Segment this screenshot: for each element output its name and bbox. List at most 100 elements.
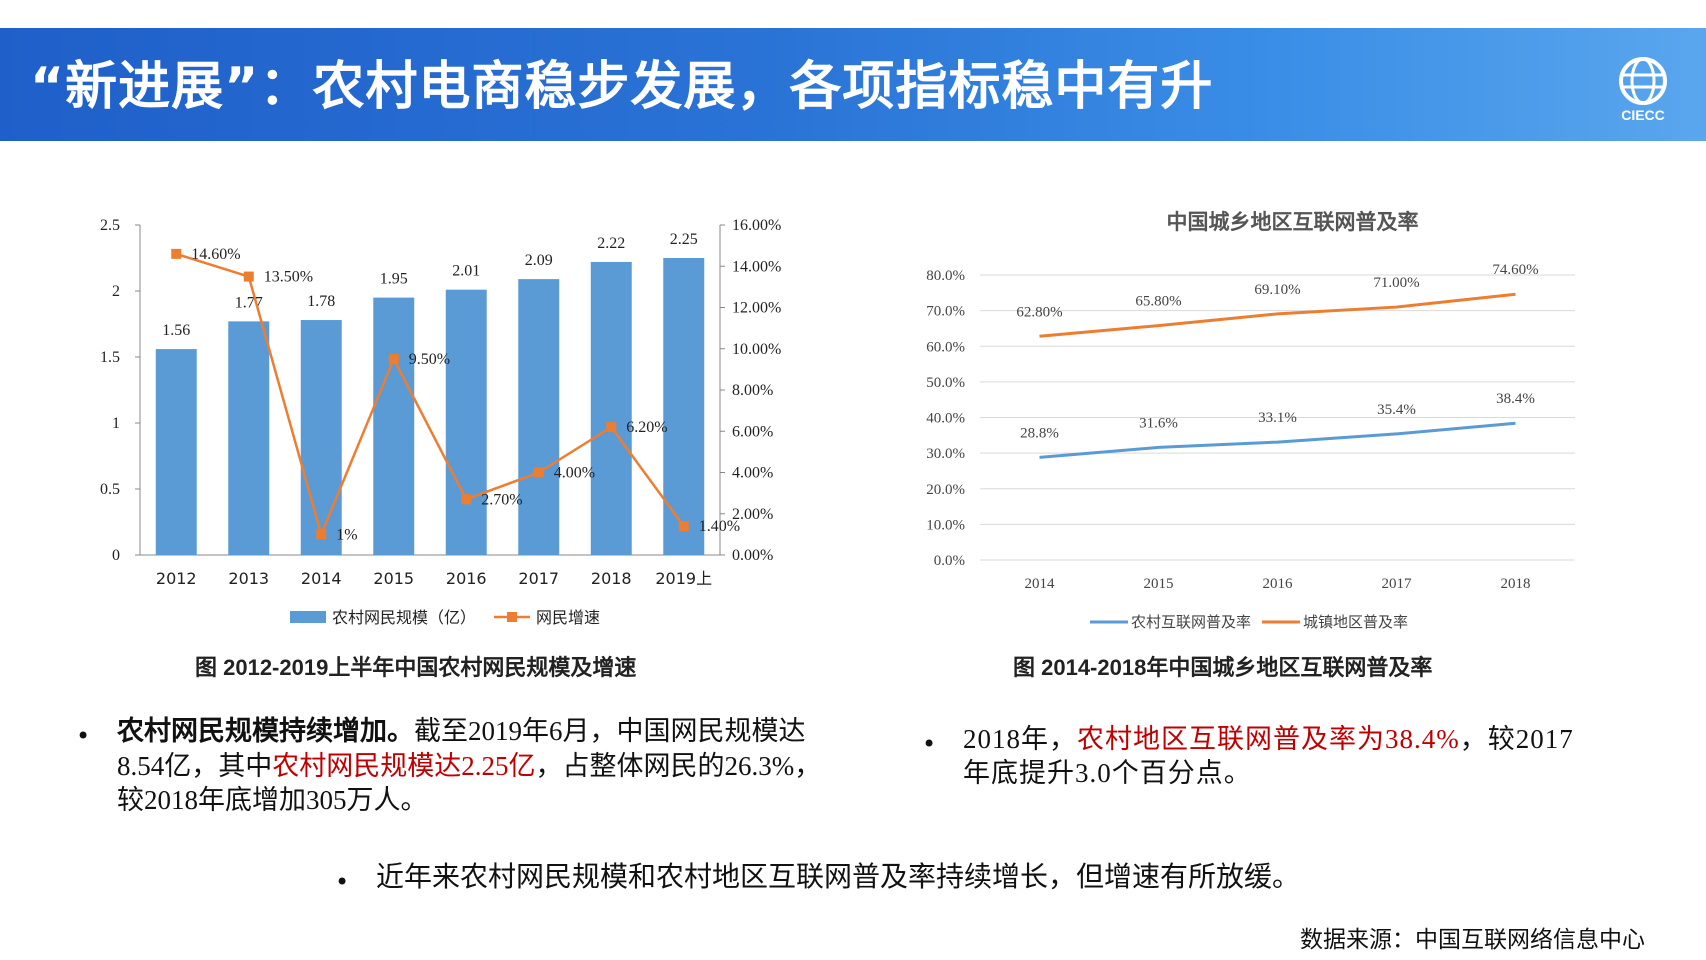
legend-bar-label: 农村网民规模（亿） (332, 608, 476, 627)
left-tick-label: 0.5 (100, 481, 120, 498)
right-tick-label: 16.00% (732, 217, 781, 234)
y-tick-label: 20.0% (926, 482, 965, 498)
x-tick-label: 2015 (1144, 576, 1174, 592)
bar (445, 289, 487, 555)
urban-value-label: 65.80% (1135, 294, 1181, 310)
left-tick-label: 1 (112, 415, 120, 432)
growth-label: 1% (336, 526, 357, 543)
bullet: • (76, 722, 91, 750)
page-title: “新进展”：农村电商稳步发展，各项指标稳中有升 (30, 57, 1214, 117)
chart2-caption: 图 2014-2018年中国城乡地区互联网普及率 (1013, 655, 1433, 680)
urban-value-label: 69.10% (1254, 282, 1300, 298)
urban-value-label: 74.60% (1492, 262, 1538, 278)
data-source: 数据来源：中国互联网络信息中心 (1300, 927, 1645, 953)
x-tick-label: 2017 (1382, 576, 1413, 592)
ciecc-logo: CIECC (1608, 55, 1678, 127)
right-paragraph: 2018年，农村地区互联网普及率为38.4%，较2017年底提升3.0个百分点。 (963, 722, 1593, 790)
x-tick-label: 2018 (591, 569, 632, 588)
bar-value-label: 2.25 (670, 231, 698, 248)
legend-urban-label: 城镇地区普及率 (1303, 613, 1408, 631)
x-tick-label: 2018 (1501, 576, 1531, 592)
growth-label: 6.20% (626, 419, 667, 436)
x-tick-label: 2016 (1263, 576, 1294, 592)
legend-line-marker (507, 612, 517, 622)
left-red-text: 农村网民规模达2.25亿 (272, 751, 536, 781)
growth-line (175, 252, 685, 539)
y-tick-label: 10.0% (926, 517, 965, 533)
rural-line (1039, 421, 1516, 459)
x-tick-label: 2013 (228, 569, 269, 588)
right-red-text: 农村地区互联网普及率为38.4% (1077, 724, 1460, 754)
right-tick-label: 4.00% (732, 465, 773, 482)
bar-value-label: 1.95 (380, 271, 408, 288)
growth-label: 2.70% (481, 491, 522, 508)
right-tick-label: 6.00% (732, 423, 773, 440)
growth-point (533, 467, 544, 478)
bar-value-label: 1.56 (162, 322, 190, 339)
x-tick-label: 2014 (1025, 576, 1056, 592)
left-paragraph: 农村网民规模持续增加。截至2019年6月，中国网民规模达8.54亿，其中农村网民… (117, 714, 837, 817)
logo-text: CIECC (1621, 107, 1665, 123)
urban-line (1039, 292, 1516, 338)
bar (228, 321, 270, 555)
globe-icon (1619, 57, 1667, 105)
chart2-title: 中国城乡地区互联网普及率 (1167, 210, 1419, 234)
internet-penetration-chart: 中国城乡地区互联网普及率 0.0% 10.0% 20.0% 30.0% 40.0% 50.0… (926, 210, 1575, 631)
urban-value-label: 71.00% (1373, 275, 1419, 291)
right-tick-label: 12.00% (732, 300, 781, 317)
rural-value-label: 38.4% (1496, 391, 1535, 407)
growth-label: 1.40% (699, 518, 740, 535)
legend-rural-label: 农村互联网普及率 (1131, 613, 1251, 631)
bar (155, 349, 197, 555)
left-tick-label: 2.5 (100, 217, 120, 234)
x-tick-label: 2016 (446, 569, 487, 588)
growth-point (678, 521, 689, 532)
x-tick-label: 2019上 (655, 569, 712, 588)
right-tick-label: 14.00% (732, 258, 781, 275)
y-tick-label: 50.0% (926, 375, 965, 391)
growth-label: 4.00% (554, 465, 595, 482)
left-tick-label: 2 (112, 283, 120, 300)
growth-point (606, 422, 617, 433)
rural-value-label: 35.4% (1377, 402, 1416, 418)
growth-label: 14.60% (191, 246, 240, 263)
growth-point (388, 354, 399, 365)
rural-value-label: 31.6% (1139, 415, 1178, 431)
bullet: • (335, 868, 350, 896)
right-tick-label: 10.00% (732, 341, 781, 358)
legend-line-label: 网民增速 (536, 608, 600, 627)
left-text-1: 截至2019年6月，中国网民规模达8.54亿，其中 (117, 716, 806, 781)
growth-label: 9.50% (409, 351, 450, 368)
bar (518, 279, 560, 555)
rural-value-label: 28.8% (1020, 425, 1059, 441)
left-bold-text: 农村网民规模持续增加。 (117, 716, 414, 747)
y-tick-label: 40.0% (926, 411, 965, 427)
urban-value-label: 62.80% (1016, 304, 1062, 320)
growth-point (316, 529, 327, 540)
growth-point (171, 248, 182, 259)
y-tick-label: 0.0% (934, 553, 965, 569)
left-tick-label: 1.5 (100, 349, 120, 366)
bar-value-label: 2.01 (452, 263, 480, 280)
rural-netizen-chart: 0 0.5 1 1.5 2 2.5 0.00% 2.00% 4.00% 6.00% 8.00% 10.… (100, 217, 781, 627)
growth-label: 13.50% (264, 269, 313, 286)
growth-point (461, 494, 472, 505)
x-tick-label: 2015 (373, 569, 414, 588)
x-tick-label: 2017 (518, 569, 559, 588)
y-tick-label: 70.0% (926, 304, 965, 320)
bar (590, 261, 632, 555)
bar-value-label: 1.78 (307, 293, 335, 310)
bar (373, 297, 415, 555)
right-tick-label: 8.00% (732, 382, 773, 399)
bar-value-label: 2.09 (525, 252, 553, 269)
bar-value-label: 2.22 (597, 235, 625, 252)
right-text-2: ，较2017年底提升3.0个百分点。 (963, 724, 1574, 788)
growth-point (243, 271, 254, 282)
chart1-caption: 图 2012-2019上半年中国农村网民规模及增速 (195, 655, 637, 680)
legend-bar-swatch (290, 611, 326, 623)
left-text-2: ，占整体网民的26.3%，较2018年底增加305万人。 (117, 751, 822, 815)
right-text-1: 2018年， (963, 724, 1077, 754)
x-tick-label: 2012 (156, 569, 197, 588)
bar (300, 320, 342, 555)
summary-text: 近年来农村网民规模和农村地区互联网普及率持续增长，但增速有所放缓。 (376, 860, 1301, 893)
